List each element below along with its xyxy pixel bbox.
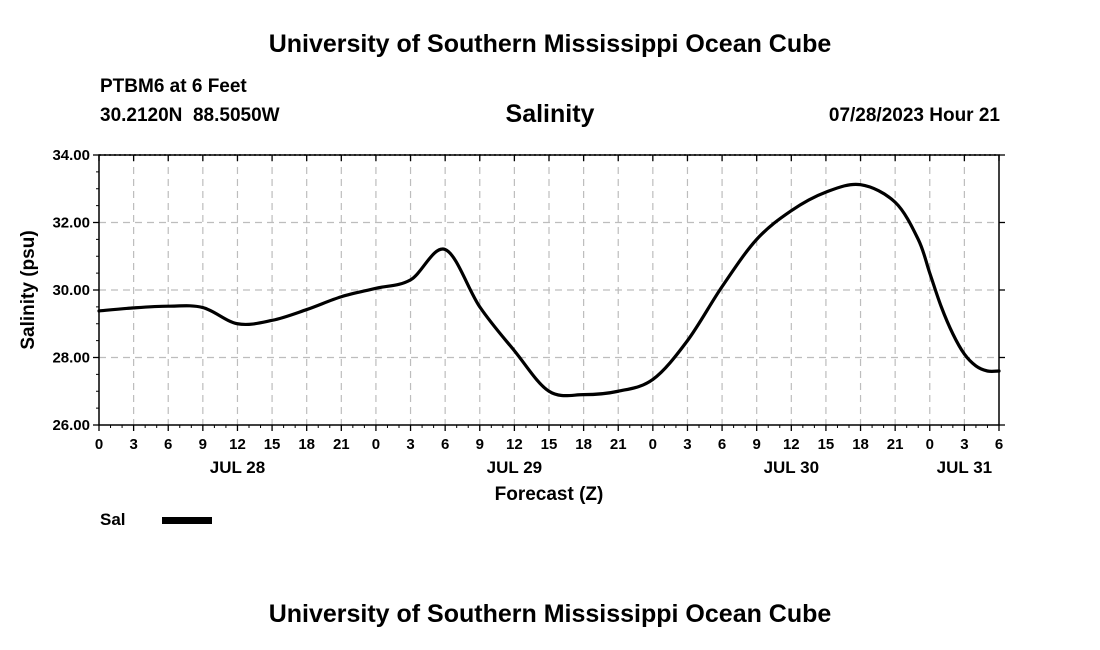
x-tick-label: 21 [333,436,350,453]
day-label: JUL 29 [487,458,542,477]
y-axis-label: Salinity (psu) [18,230,39,349]
x-tick-label: 12 [229,436,246,453]
x-tick-label: 3 [406,436,414,453]
x-tick-label: 0 [372,436,380,453]
x-tick-label: 9 [753,436,761,453]
legend-label: Sal [100,510,126,529]
x-tick-label: 18 [298,436,315,453]
x-tick-label: 6 [441,436,449,453]
x-tick-label: 6 [995,436,1003,453]
x-tick-label: 0 [926,436,934,453]
x-tick-label: 21 [610,436,627,453]
chart-title: Salinity [505,100,595,128]
datetime-label: 07/28/2023 Hour 21 [828,105,1000,126]
x-tick-label: 15 [541,436,558,453]
x-tick-label: 18 [852,436,869,453]
x-tick-label: 3 [683,436,691,453]
x-tick-label: 18 [575,436,592,453]
x-tick-label: 6 [164,436,172,453]
labels-layer: 0 3 6 9 12 15 18 21 0 3 6 9 12 15 18 21 0 3 6 9 12 15 18 21 0 3 6 2… [52,147,1003,477]
x-tick-label: 6 [718,436,726,453]
y-tick-label: 32.00 [52,215,90,232]
x-tick-label: 9 [199,436,207,453]
day-label: JUL 31 [937,458,992,477]
y-tick-label: 30.00 [52,282,90,299]
day-label: JUL 30 [764,458,819,477]
y-tick-label: 26.00 [52,417,90,434]
x-tick-label: 15 [818,436,835,453]
y-tick-label: 28.00 [52,350,90,367]
salinity-series-line [97,182,1001,398]
x-tick-label: 0 [95,436,103,453]
station-label: PTBM6 at 6 Feet [100,76,247,97]
x-tick-label: 15 [264,436,281,453]
day-label: JUL 28 [210,458,265,477]
y-tick-label: 34.00 [52,147,90,164]
x-tick-label: 3 [129,436,137,453]
x-tick-label: 0 [649,436,657,453]
legend-swatch [162,517,212,524]
x-axis-label: Forecast (Z) [495,484,604,505]
x-tick-label: 3 [960,436,968,453]
coordinates-label: 30.2120N 88.5050W [100,105,280,126]
footer-title: University of Southern Mississippi Ocean… [268,600,832,628]
header-title: University of Southern Mississippi Ocean… [268,30,832,58]
grid-layer [99,155,999,425]
ticks-layer [93,154,1005,431]
x-tick-label: 12 [506,436,523,453]
x-tick-label: 9 [476,436,484,453]
x-tick-label: 21 [887,436,904,453]
x-tick-label: 12 [783,436,800,453]
